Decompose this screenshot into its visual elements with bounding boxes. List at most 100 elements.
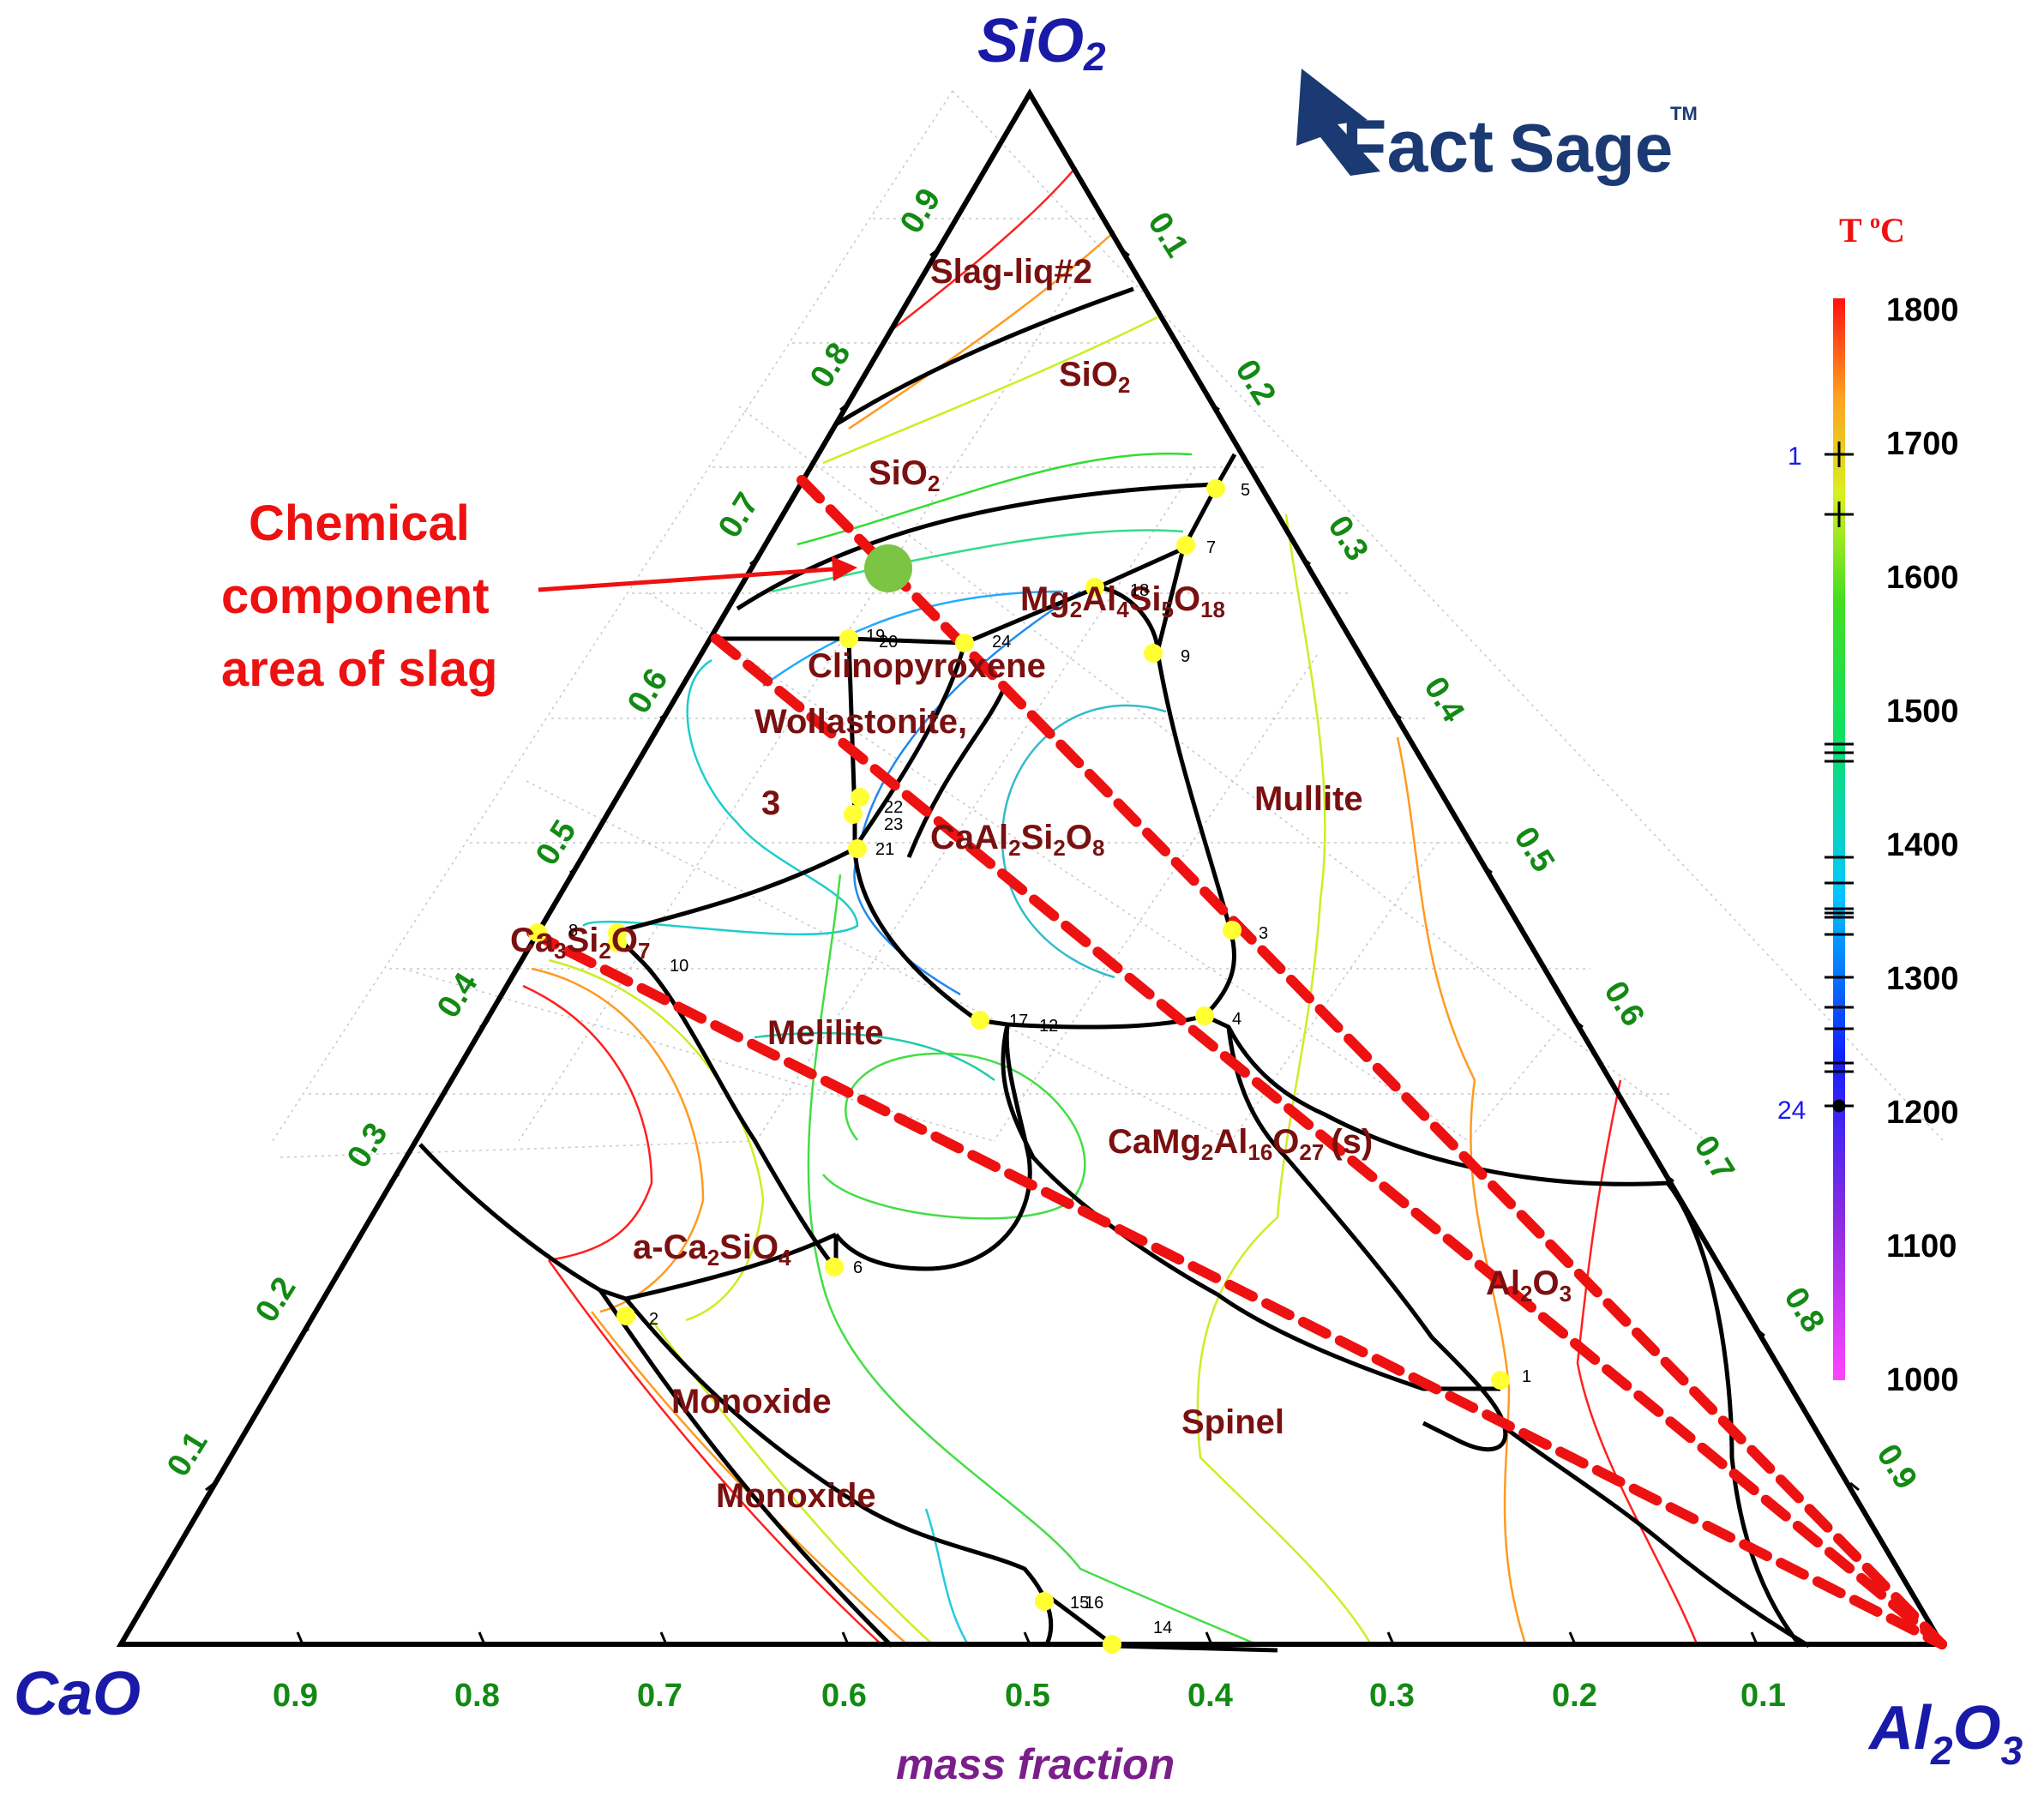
svg-text:0.8: 0.8 xyxy=(1776,1282,1831,1339)
svg-text:8: 8 xyxy=(568,922,578,940)
svg-text:1000: 1000 xyxy=(1886,1362,1959,1398)
svg-text:15: 15 xyxy=(1070,1594,1089,1613)
vertex-cao: CaO xyxy=(14,1660,141,1728)
slag-composition-point xyxy=(864,544,912,592)
isotherms xyxy=(522,166,1699,1648)
grid xyxy=(272,90,1945,1158)
svg-text:Chemical: Chemical xyxy=(249,496,470,551)
vertex-sio2: SiO2 xyxy=(977,7,1106,79)
svg-text:24: 24 xyxy=(992,633,1011,652)
label-sio2-lower: SiO2 xyxy=(869,454,940,496)
composition-lines xyxy=(526,475,1947,1649)
svg-text:0.9: 0.9 xyxy=(273,1678,318,1714)
svg-text:2: 2 xyxy=(649,1310,658,1329)
svg-text:0.9: 0.9 xyxy=(893,183,948,240)
svg-text:0.7: 0.7 xyxy=(1686,1130,1741,1187)
svg-text:6: 6 xyxy=(853,1258,863,1277)
svg-text:0.3: 0.3 xyxy=(340,1117,395,1174)
svg-text:0.5: 0.5 xyxy=(529,814,584,872)
svg-text:18: 18 xyxy=(1130,581,1149,600)
svg-text:22: 22 xyxy=(884,798,903,817)
svg-text:0.7: 0.7 xyxy=(712,487,766,544)
invariant-points xyxy=(528,479,1510,1654)
svg-text:1: 1 xyxy=(1788,442,1802,471)
svg-text:1700: 1700 xyxy=(1886,426,1959,462)
vertex-al2o3: Al2O3 xyxy=(1867,1694,2023,1773)
temperature-colorbar: T oC 1800 1700 1600 1500 1400 1300 1200 … xyxy=(1777,211,1959,1398)
label-monoxide-upper: Monoxide xyxy=(671,1383,832,1421)
label-sio2-upper: SiO2 xyxy=(1059,356,1130,398)
svg-text:component: component xyxy=(221,568,490,624)
svg-text:3: 3 xyxy=(1259,924,1268,943)
left-ticks: 0.9 0.8 0.7 0.6 0.5 0.4 0.3 0.2 0.1 xyxy=(160,183,948,1483)
svg-text:4: 4 xyxy=(1232,1010,1241,1029)
svg-text:Sage: Sage xyxy=(1509,110,1673,186)
svg-text:17: 17 xyxy=(1009,1012,1028,1030)
frame-ticks xyxy=(205,247,1860,1645)
bottom-ticks: 0.9 0.8 0.7 0.6 0.5 0.4 0.3 0.2 0.1 xyxy=(273,1678,1786,1714)
svg-text:20: 20 xyxy=(879,633,898,652)
svg-text:0.5: 0.5 xyxy=(1506,821,1561,879)
svg-text:5: 5 xyxy=(1241,481,1250,500)
svg-text:9: 9 xyxy=(1181,647,1190,666)
svg-text:0.9: 0.9 xyxy=(1869,1439,1924,1496)
axis-label: mass fraction xyxy=(896,1740,1175,1788)
svg-text:0.5: 0.5 xyxy=(1005,1678,1050,1714)
svg-text:1: 1 xyxy=(1522,1367,1531,1386)
svg-text:area of slag: area of slag xyxy=(221,641,497,697)
svg-text:10: 10 xyxy=(670,957,688,976)
label-c2s: a-Ca2SiO4 xyxy=(633,1228,791,1270)
svg-text:0.4: 0.4 xyxy=(430,967,485,1024)
invariant-numbers: 1 2 3 4 5 6 7 8 9 10 12 14 15 16 17 18 1… xyxy=(568,481,1531,1637)
svg-text:1800: 1800 xyxy=(1886,292,1959,328)
label-mullite: Mullite xyxy=(1254,780,1363,818)
svg-text:0.1: 0.1 xyxy=(1740,1678,1786,1714)
label-ca3si2o7: Ca3Si2O7 xyxy=(510,922,650,964)
svg-text:0.8: 0.8 xyxy=(454,1678,500,1714)
svg-text:0.8: 0.8 xyxy=(803,337,858,394)
logo-arrow-icon xyxy=(1296,69,1380,176)
svg-text:Fact: Fact xyxy=(1342,105,1494,188)
svg-text:21: 21 xyxy=(875,840,894,859)
svg-text:1300: 1300 xyxy=(1886,961,1959,997)
svg-text:0.1: 0.1 xyxy=(1140,207,1195,264)
colorbar-title: T oC xyxy=(1839,211,1905,249)
label-anorthite: CaAl2Si2O8 xyxy=(930,819,1104,861)
svg-text:1500: 1500 xyxy=(1886,694,1959,730)
svg-text:24: 24 xyxy=(1777,1096,1806,1125)
svg-text:0.4: 0.4 xyxy=(1187,1678,1233,1714)
label-clinopyroxene: Clinopyroxene xyxy=(808,647,1046,685)
label-slag-liq2: Slag-liq#2 xyxy=(930,253,1092,291)
svg-text:7: 7 xyxy=(1206,538,1216,557)
svg-text:1400: 1400 xyxy=(1886,827,1959,863)
phase-labels: Slag-liq#2 SiO2 SiO2 Mg2Al4Si5O18 Clinop… xyxy=(510,253,1572,1515)
label-cma: CaMg2Al16O27 (s) xyxy=(1108,1123,1373,1165)
svg-text:19: 19 xyxy=(866,627,885,646)
svg-text:14: 14 xyxy=(1153,1619,1172,1637)
svg-text:16: 16 xyxy=(1085,1594,1103,1613)
annotation-arrow xyxy=(538,556,857,592)
svg-text:0.6: 0.6 xyxy=(1596,976,1651,1033)
annotation-text: Chemical component area of slag xyxy=(221,496,497,697)
label-melilite: Melilite xyxy=(767,1014,884,1052)
label-al2o3: Al2O3 xyxy=(1486,1264,1572,1306)
svg-text:1600: 1600 xyxy=(1886,560,1959,596)
svg-text:TM: TM xyxy=(1670,103,1698,124)
svg-text:0.3: 0.3 xyxy=(1320,510,1375,568)
svg-text:0.2: 0.2 xyxy=(249,1271,304,1329)
svg-text:1100: 1100 xyxy=(1886,1228,1957,1264)
svg-text:0.3: 0.3 xyxy=(1369,1678,1415,1714)
svg-text:1200: 1200 xyxy=(1886,1095,1959,1131)
factsage-logo: Fact Sage TM xyxy=(1296,69,1698,188)
label-cordierite: Mg2Al4Si5O18 xyxy=(1020,580,1225,622)
label-monoxide-lower: Monoxide xyxy=(716,1477,876,1515)
svg-text:0.7: 0.7 xyxy=(637,1678,682,1714)
svg-text:0.2: 0.2 xyxy=(1228,354,1283,411)
svg-text:0.1: 0.1 xyxy=(160,1426,215,1483)
svg-text:0.6: 0.6 xyxy=(821,1678,867,1714)
label-wollastonite: Wollastonite, xyxy=(754,703,967,741)
svg-text:23: 23 xyxy=(884,815,903,834)
label-region-3: 3 xyxy=(761,784,780,822)
svg-text:12: 12 xyxy=(1039,1017,1058,1036)
